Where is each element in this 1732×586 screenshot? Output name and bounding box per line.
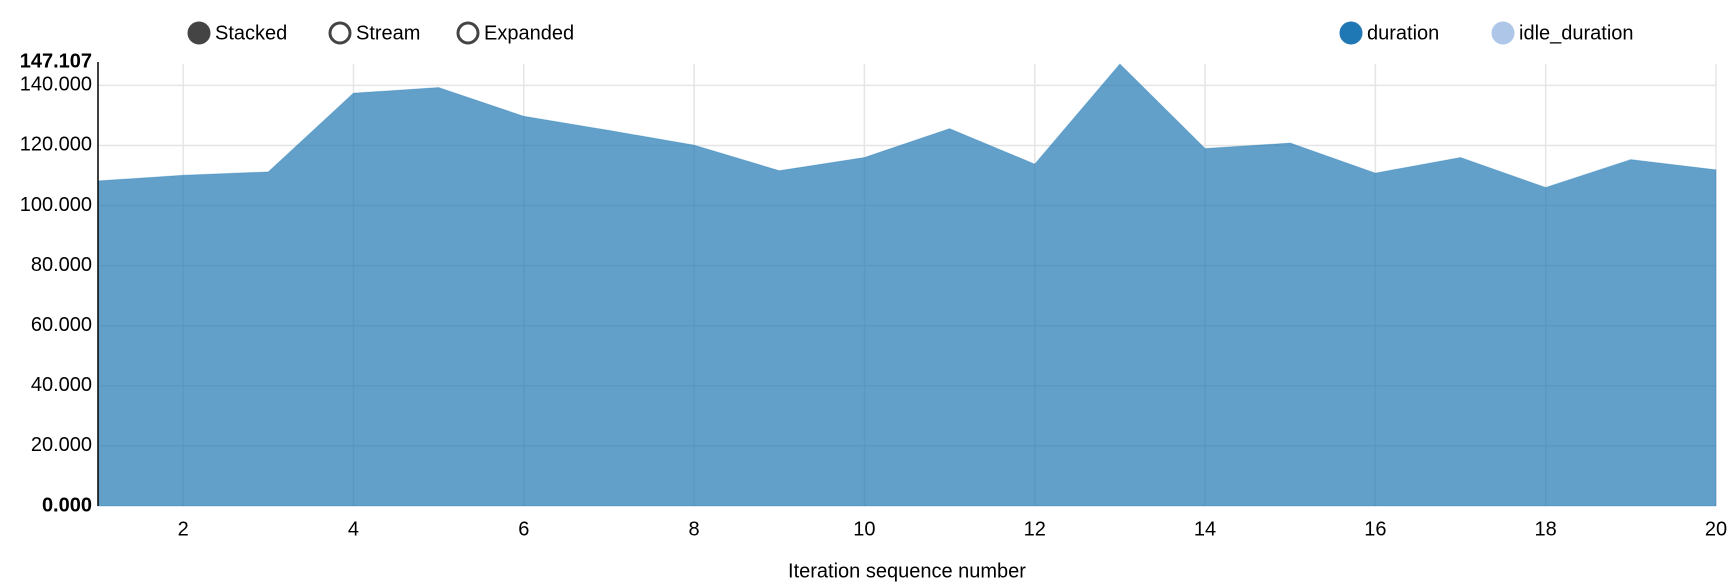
control-label[interactable]: Expanded [484, 22, 574, 44]
x-axis-label: Iteration sequence number [788, 560, 1026, 582]
x-tick-label: 8 [689, 518, 700, 540]
control-label[interactable]: Stacked [215, 22, 287, 44]
legend-swatch[interactable] [1339, 21, 1363, 45]
x-tick-label: 2 [178, 518, 189, 540]
y-tick-label: 147.107 [20, 50, 92, 72]
y-tick-label: 100.000 [20, 194, 92, 216]
y-tick-label: 120.000 [20, 134, 92, 156]
legend-label[interactable]: duration [1367, 22, 1439, 44]
control-radio[interactable] [456, 21, 480, 45]
x-tick-label: 10 [853, 518, 875, 540]
x-tick-label: 12 [1024, 518, 1046, 540]
legend-swatch[interactable] [1491, 21, 1515, 45]
x-tick-label: 20 [1705, 518, 1727, 540]
x-tick-label: 16 [1364, 518, 1386, 540]
y-tick-label: 0.000 [42, 494, 92, 516]
y-tick-label: 20.000 [31, 434, 92, 456]
y-tick-label: 80.000 [31, 254, 92, 276]
x-tick-label: 4 [348, 518, 359, 540]
control-radio[interactable] [187, 21, 211, 45]
y-tick-label: 60.000 [31, 314, 92, 336]
y-tick-label: 40.000 [31, 374, 92, 396]
control-radio[interactable] [328, 21, 352, 45]
control-label[interactable]: Stream [356, 22, 420, 44]
legend-label[interactable]: idle_duration [1519, 22, 1634, 44]
area [97, 63, 1717, 507]
x-tick-label: 18 [1535, 518, 1557, 540]
x-tick-label: 14 [1194, 518, 1216, 540]
y-tick-label: 140.000 [20, 74, 92, 96]
x-tick-label: 6 [518, 518, 529, 540]
